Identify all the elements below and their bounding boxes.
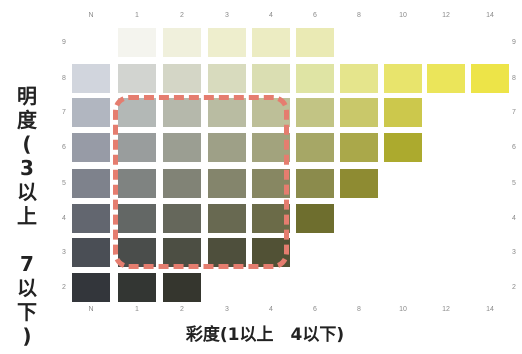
value-tick-left: 7	[62, 108, 66, 116]
color-chip	[163, 238, 201, 267]
color-chip	[72, 238, 110, 267]
color-chip	[208, 238, 246, 267]
chroma-tick-bottom: 6	[313, 306, 317, 313]
color-chip	[427, 64, 465, 93]
color-chip	[118, 133, 156, 162]
color-chip	[252, 28, 290, 57]
color-chip	[252, 64, 290, 93]
color-chip	[296, 28, 334, 57]
value-tick-left: 6	[62, 143, 66, 151]
chroma-tick-top: 12	[442, 12, 450, 19]
chroma-tick-bottom: 1	[135, 306, 139, 313]
color-chip	[252, 98, 290, 127]
color-chip	[163, 169, 201, 198]
chroma-tick-top: 3	[225, 12, 229, 19]
color-chip	[252, 169, 290, 198]
color-chip	[296, 133, 334, 162]
color-chip	[118, 28, 156, 57]
value-tick-left: 8	[62, 74, 66, 82]
chroma-tick-top: 8	[357, 12, 361, 19]
color-chip	[252, 238, 290, 267]
chroma-tick-top: 2	[180, 12, 184, 19]
color-chip	[72, 204, 110, 233]
color-chip	[340, 64, 378, 93]
color-chip	[163, 273, 201, 302]
value-tick-right: 4	[512, 214, 516, 222]
chroma-tick-bottom: 10	[399, 306, 407, 313]
chroma-tick-bottom: 12	[442, 306, 450, 313]
color-chip	[384, 64, 422, 93]
color-chip	[118, 204, 156, 233]
color-chip	[208, 64, 246, 93]
chroma-tick-top: 10	[399, 12, 407, 19]
color-chip	[296, 204, 334, 233]
color-chip	[252, 133, 290, 162]
value-tick-right: 9	[512, 38, 516, 46]
color-chip	[208, 98, 246, 127]
chroma-tick-bottom: 8	[357, 306, 361, 313]
chroma-tick-top: N	[88, 12, 94, 19]
chroma-tick-bottom: 4	[269, 306, 273, 313]
value-tick-right: 2	[512, 283, 516, 291]
color-chip	[163, 98, 201, 127]
chroma-tick-bottom: 2	[180, 306, 184, 313]
chroma-axis-title: 彩度(1以上 4以下)	[185, 325, 345, 345]
color-chip	[72, 169, 110, 198]
value-tick-right: 8	[512, 74, 516, 82]
color-chip	[118, 98, 156, 127]
color-chip	[340, 169, 378, 198]
chroma-tick-bottom: 14	[486, 306, 494, 313]
color-chip	[208, 204, 246, 233]
chroma-tick-bottom: N	[88, 306, 94, 313]
color-chip	[118, 238, 156, 267]
value-tick-right: 3	[512, 248, 516, 256]
color-chip	[384, 133, 422, 162]
color-chip	[163, 204, 201, 233]
color-chip	[72, 64, 110, 93]
color-chip	[296, 64, 334, 93]
color-chip	[72, 98, 110, 127]
value-tick-right: 6	[512, 143, 516, 151]
value-tick-left: 2	[62, 283, 66, 291]
color-chip	[163, 133, 201, 162]
color-chip	[72, 273, 110, 302]
color-chip	[72, 133, 110, 162]
value-tick-left: 9	[62, 38, 66, 46]
value-tick-left: 5	[62, 179, 66, 187]
color-chip	[118, 169, 156, 198]
chroma-tick-top: 14	[486, 12, 494, 19]
color-chip	[118, 273, 156, 302]
color-chip	[340, 98, 378, 127]
color-chip	[252, 204, 290, 233]
chroma-tick-top: 1	[135, 12, 139, 19]
color-chip	[340, 133, 378, 162]
color-chip	[208, 28, 246, 57]
chroma-tick-top: 4	[269, 12, 273, 19]
color-chip	[296, 98, 334, 127]
value-tick-right: 5	[512, 179, 516, 187]
chroma-tick-bottom: 3	[225, 306, 229, 313]
color-chip	[163, 28, 201, 57]
value-axis-title: 明 度 ( 3 以 上 7 以 下 )	[17, 84, 37, 348]
value-tick-left: 3	[62, 248, 66, 256]
color-chip	[208, 133, 246, 162]
color-chip	[384, 98, 422, 127]
color-chip	[471, 64, 509, 93]
chroma-tick-top: 6	[313, 12, 317, 19]
color-chip	[163, 64, 201, 93]
value-tick-left: 4	[62, 214, 66, 222]
color-chip	[208, 169, 246, 198]
value-tick-right: 7	[512, 108, 516, 116]
color-chip	[296, 169, 334, 198]
color-chip	[118, 64, 156, 93]
